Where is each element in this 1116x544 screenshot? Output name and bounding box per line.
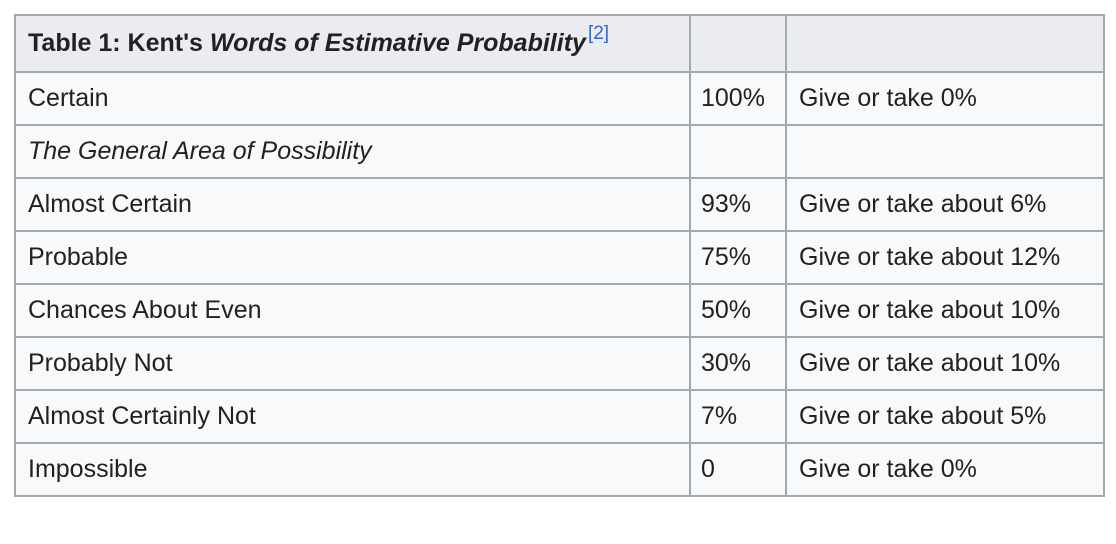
term-cell: Almost Certain [14,177,691,232]
range-cell [785,124,1105,179]
table-row: Probably Not 30% Give or take about 10% [14,336,1105,391]
range-cell: Give or take about 12% [785,230,1105,285]
range-cell: Give or take about 10% [785,336,1105,391]
table-row: Almost Certainly Not 7% Give or take abo… [14,389,1105,444]
term-cell: Impossible [14,442,691,497]
probability-cell [689,124,787,179]
probability-cell: 0 [689,442,787,497]
reference-superscript: [2] [588,23,609,44]
probability-cell: 75% [689,230,787,285]
header-cell-probability [689,14,787,73]
table-row: Probable 75% Give or take about 12% [14,230,1105,285]
term-cell: Certain [14,71,691,126]
estimative-probability-table: Table 1: Kent's Words of Estimative Prob… [14,14,1105,497]
term-cell: Chances About Even [14,283,691,338]
table-row: Chances About Even 50% Give or take abou… [14,283,1105,338]
table-title: Table 1: Kent's Words of Estimative Prob… [14,14,691,73]
header-cell-range [785,14,1105,73]
table-row: Almost Certain 93% Give or take about 6% [14,177,1105,232]
range-cell: Give or take about 5% [785,389,1105,444]
probability-cell: 93% [689,177,787,232]
table-title-prefix: Table 1: Kent's [28,29,210,57]
term-cell: Probably Not [14,336,691,391]
probability-cell: 7% [689,389,787,444]
range-cell: Give or take about 10% [785,283,1105,338]
probability-cell: 30% [689,336,787,391]
probability-cell: 100% [689,71,787,126]
table-header-row: Table 1: Kent's Words of Estimative Prob… [14,14,1105,73]
table-row: The General Area of Possibility [14,124,1105,179]
table-row: Impossible 0 Give or take 0% [14,442,1105,497]
range-cell: Give or take 0% [785,71,1105,126]
term-cell: Probable [14,230,691,285]
probability-cell: 50% [689,283,787,338]
range-cell: Give or take about 6% [785,177,1105,232]
table-row: Certain 100% Give or take 0% [14,71,1105,126]
reference-link[interactable]: [2] [587,23,610,44]
term-cell: The General Area of Possibility [14,124,691,179]
range-cell: Give or take 0% [785,442,1105,497]
table-title-italic: Words of Estimative Probability [209,29,586,57]
term-cell: Almost Certainly Not [14,389,691,444]
